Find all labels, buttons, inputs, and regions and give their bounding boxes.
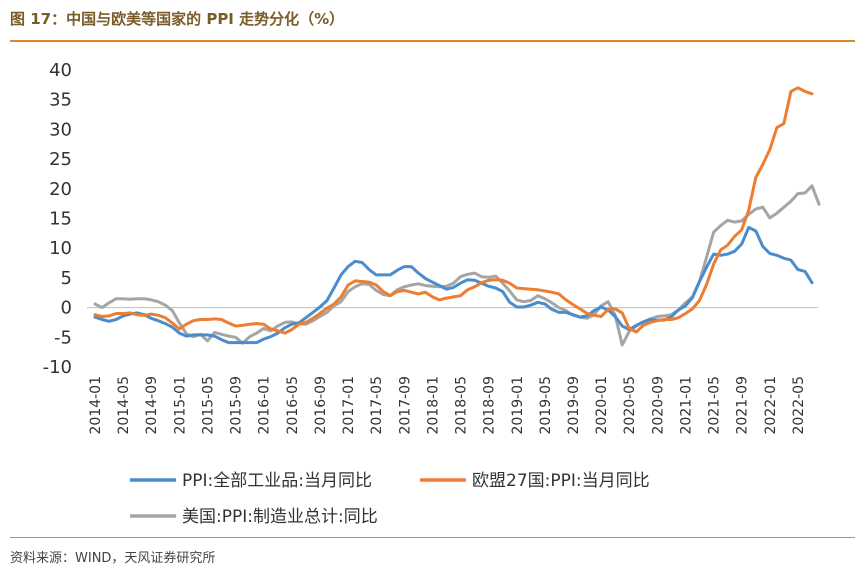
x-tick-label: 2014-09 <box>144 376 160 435</box>
x-tick-label: 2019-05 <box>538 376 554 435</box>
y-axis: 40 35 30 25 20 15 10 5 0 -5 -10 <box>43 60 72 378</box>
x-axis: 2014-01 2014-05 2014-09 2015-01 2015-05 2015-… <box>88 376 807 435</box>
series-group <box>93 86 821 347</box>
x-tick-label: 2020-05 <box>622 376 638 435</box>
y-tick-label: 5 <box>61 268 72 289</box>
legend: PPI:全部工业品:当月同比 欧盟27国:PPI:当月同比美国:PPI:制造业总计… <box>130 471 650 527</box>
x-tick-label: 2021-01 <box>678 376 694 435</box>
x-tick-label: 2018-09 <box>482 376 498 435</box>
x-tick-label: 2021-05 <box>707 376 723 435</box>
x-tick-label: 2015-01 <box>172 376 188 435</box>
footer-divider <box>10 537 855 538</box>
y-tick-label: 15 <box>49 209 72 230</box>
y-tick-label: -5 <box>54 327 72 348</box>
y-tick-label: 10 <box>49 238 72 259</box>
x-tick-label: 2017-09 <box>397 376 413 435</box>
x-tick-label: 2018-01 <box>425 376 441 435</box>
x-tick-label: 2015-09 <box>229 376 245 435</box>
x-tick-label: 2019-09 <box>566 376 582 435</box>
y-tick-label: 25 <box>49 149 72 170</box>
x-tick-label: 2016-05 <box>285 376 301 435</box>
x-tick-label: 2022-05 <box>791 376 807 435</box>
series-line <box>93 86 814 335</box>
x-tick-label: 2021-09 <box>735 376 751 435</box>
x-tick-label: 2020-01 <box>594 376 610 435</box>
title-divider <box>10 40 855 42</box>
x-tick-label: 2016-09 <box>313 376 329 435</box>
legend-label: PPI:全部工业品:当月同比 <box>182 471 372 491</box>
x-tick-label: 2017-01 <box>341 376 357 435</box>
legend-label: 美国:PPI:制造业总计:同比 <box>182 507 378 527</box>
legend-label: 欧盟27国:PPI:当月同比 <box>472 471 650 491</box>
series-line <box>93 184 821 347</box>
y-tick-label: 30 <box>49 119 72 140</box>
y-tick-label: 20 <box>49 179 72 200</box>
x-tick-label: 2022-01 <box>763 376 779 435</box>
x-tick-label: 2015-05 <box>200 376 216 435</box>
x-tick-label: 2016-01 <box>257 376 273 435</box>
x-tick-label: 2018-05 <box>454 376 470 435</box>
y-tick-label: 35 <box>49 90 72 111</box>
x-tick-label: 2020-09 <box>650 376 666 435</box>
x-tick-label: 2019-01 <box>510 376 526 435</box>
source-note: 资料来源：WIND，天风证券研究所 <box>10 551 216 566</box>
series-line <box>93 225 814 345</box>
y-tick-label: 40 <box>49 60 72 81</box>
y-tick-label: 0 <box>61 298 72 319</box>
y-tick-label: -10 <box>43 357 72 378</box>
chart-title: 图 17：中国与欧美等国家的 PPI 走势分化（%） <box>10 10 345 28</box>
x-tick-label: 2014-01 <box>88 376 104 435</box>
x-tick-label: 2017-05 <box>369 376 385 435</box>
x-tick-label: 2014-05 <box>116 376 132 435</box>
